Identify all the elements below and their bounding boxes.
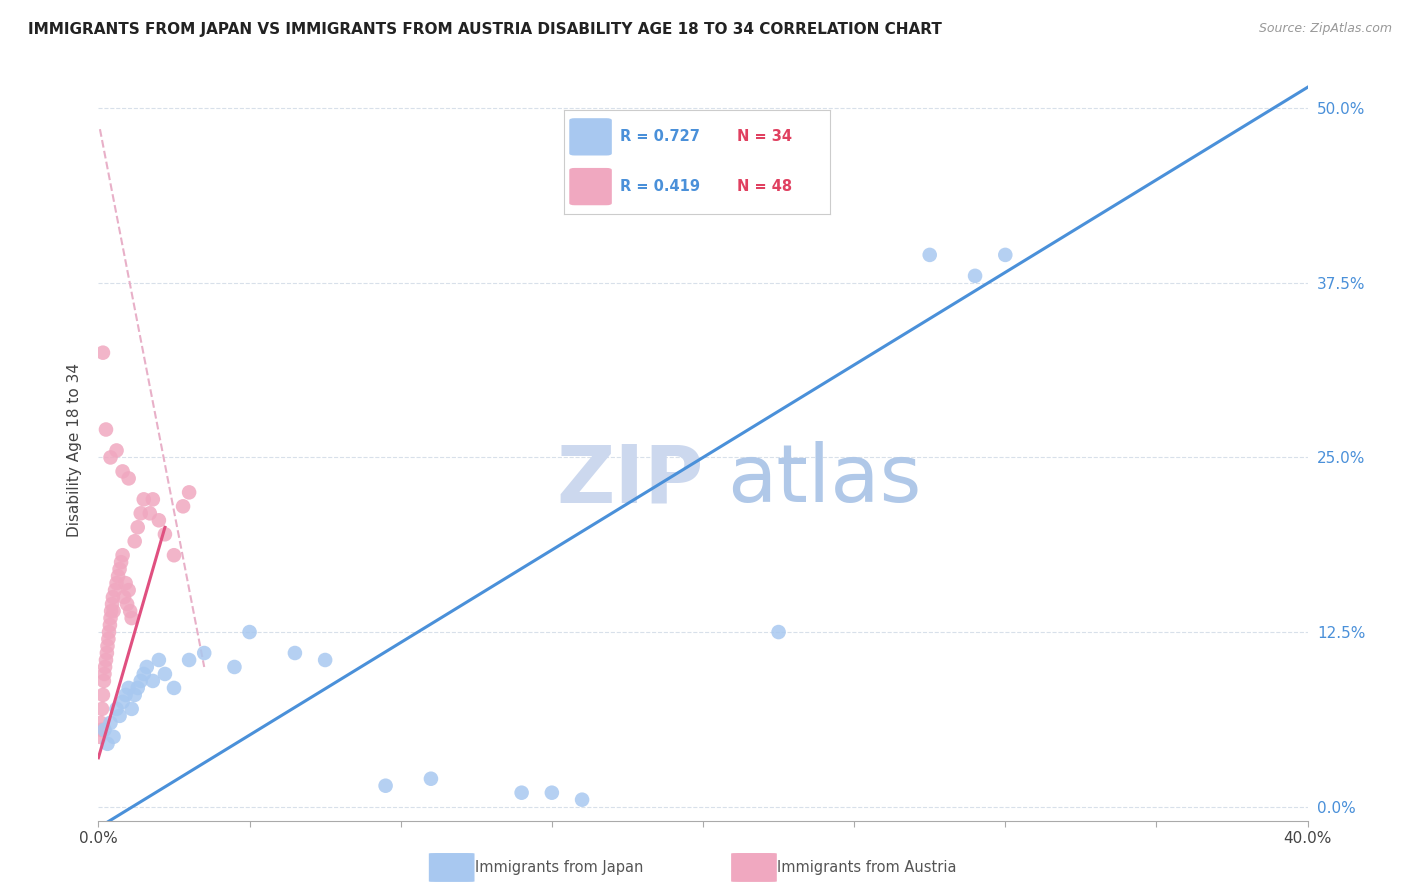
Point [107,569,129,583]
Point [100,715,122,730]
FancyBboxPatch shape [731,853,778,882]
Point [121,702,143,716]
Text: Immigrants from Austria: Immigrants from Austria [778,860,956,875]
Point [284,646,307,660]
Point [139,506,162,520]
Point [110,555,132,569]
Point [179,485,201,500]
Point [314,653,336,667]
Point [120,604,142,618]
Point [994,248,1017,262]
Text: IMMIGRANTS FROM JAPAN VS IMMIGRANTS FROM AUSTRIA DISABILITY AGE 18 TO 34 CORRELA: IMMIGRANTS FROM JAPAN VS IMMIGRANTS FROM… [28,22,942,37]
Point [91,688,114,702]
Point [91,345,114,359]
Text: Source: ZipAtlas.com: Source: ZipAtlas.com [1258,22,1392,36]
Point [179,653,201,667]
Point [96,639,118,653]
Point [129,506,152,520]
Point [101,597,124,611]
Point [121,611,143,625]
Point [172,500,194,514]
Point [132,492,155,507]
Point [124,534,146,549]
Point [103,730,125,744]
FancyBboxPatch shape [429,853,475,882]
Point [97,632,120,646]
Point [135,660,157,674]
Point [114,688,136,702]
Point [918,248,941,262]
Point [148,653,170,667]
Point [163,681,186,695]
Point [768,625,790,640]
Point [163,548,186,562]
Point [224,660,246,674]
Text: atlas: atlas [727,441,921,519]
Point [100,604,122,618]
Point [90,715,112,730]
Point [94,423,117,437]
Point [98,625,121,640]
Point [118,681,141,695]
Point [93,723,115,737]
Point [105,443,128,458]
Point [118,471,141,485]
Y-axis label: Disability Age 18 to 34: Disability Age 18 to 34 [67,363,83,538]
Point [965,268,987,283]
Point [111,464,134,478]
Point [101,590,124,604]
Point [153,527,176,541]
Point [91,702,114,716]
Point [115,597,138,611]
Point [108,709,131,723]
Text: Immigrants from Japan: Immigrants from Japan [475,860,643,875]
Point [142,673,165,688]
Point [100,450,122,465]
Point [239,625,262,640]
Point [108,562,131,576]
Point [510,786,533,800]
Point [153,667,176,681]
Point [129,673,152,688]
Point [132,667,155,681]
Point [374,779,396,793]
Point [111,695,134,709]
Point [193,646,215,660]
Point [100,611,122,625]
Point [127,681,149,695]
Text: ZIP: ZIP [557,441,704,519]
Point [96,737,118,751]
Point [142,492,165,507]
Point [104,583,127,598]
Point [571,793,593,807]
Point [114,576,136,591]
Point [94,653,117,667]
Point [111,548,134,562]
Point [124,688,146,702]
Point [96,646,118,660]
Point [105,576,128,591]
Point [90,723,112,737]
Point [420,772,443,786]
Point [98,618,121,632]
Point [103,604,125,618]
Point [105,702,128,716]
Point [89,730,111,744]
Point [93,667,115,681]
Point [93,673,115,688]
Point [118,583,141,598]
Point [148,513,170,527]
Point [94,660,117,674]
Point [540,786,562,800]
Point [112,590,135,604]
Point [127,520,149,534]
